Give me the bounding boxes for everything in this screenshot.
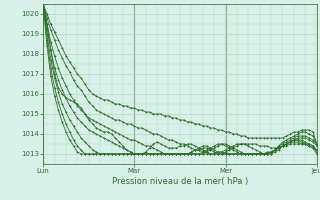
X-axis label: Pression niveau de la mer( hPa ): Pression niveau de la mer( hPa ) xyxy=(112,177,248,186)
